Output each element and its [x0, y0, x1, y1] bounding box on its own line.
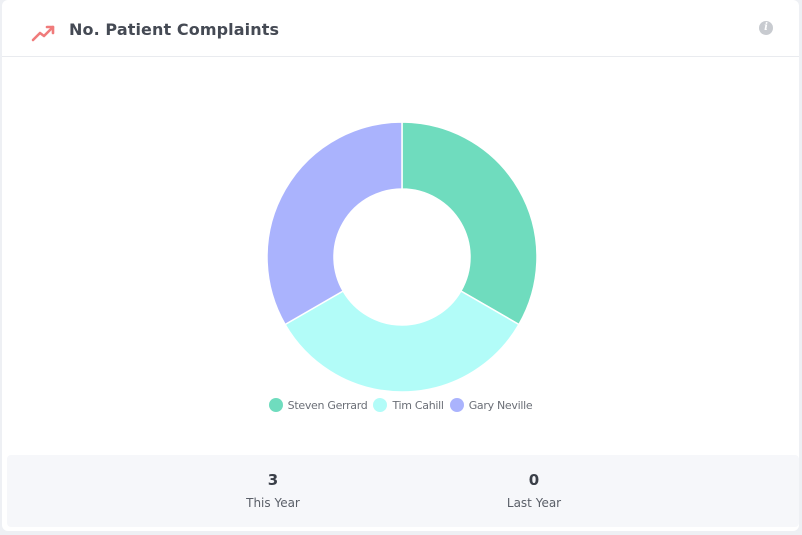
- stat-label: Last Year: [506, 496, 562, 510]
- legend-item-tim-cahill[interactable]: Tim Cahill: [373, 398, 444, 412]
- donut-chart: [266, 121, 538, 393]
- donut-slice-gary-neville[interactable]: [266, 121, 403, 326]
- legend-marker: [268, 398, 283, 412]
- donut-slice-steven-gerrard[interactable]: [401, 121, 538, 326]
- stat-value: 0: [528, 471, 540, 489]
- legend-item-gary-neville[interactable]: Gary Neville: [449, 398, 533, 412]
- card-header: No. Patient Complaints i: [2, 0, 799, 57]
- chart-legend: Steven Gerrard Tim Cahill Gary Neville: [2, 395, 799, 415]
- legend-label: Gary Neville: [468, 398, 533, 412]
- info-icon[interactable]: i: [759, 21, 773, 35]
- stat-label: This Year: [246, 496, 300, 510]
- legend-marker: [449, 398, 464, 412]
- legend-item-steven-gerrard[interactable]: Steven Gerrard: [268, 398, 368, 412]
- trending-up-icon: [31, 25, 55, 42]
- legend-label: Steven Gerrard: [287, 398, 368, 412]
- card-title: No. Patient Complaints: [69, 20, 280, 39]
- legend-label: Tim Cahill: [392, 398, 444, 412]
- stats-footer: 3 This Year 0 Last Year: [7, 455, 799, 527]
- donut-slice-tim-cahill[interactable]: [284, 289, 520, 393]
- legend-marker: [373, 398, 388, 412]
- stat-value: 3: [267, 471, 279, 489]
